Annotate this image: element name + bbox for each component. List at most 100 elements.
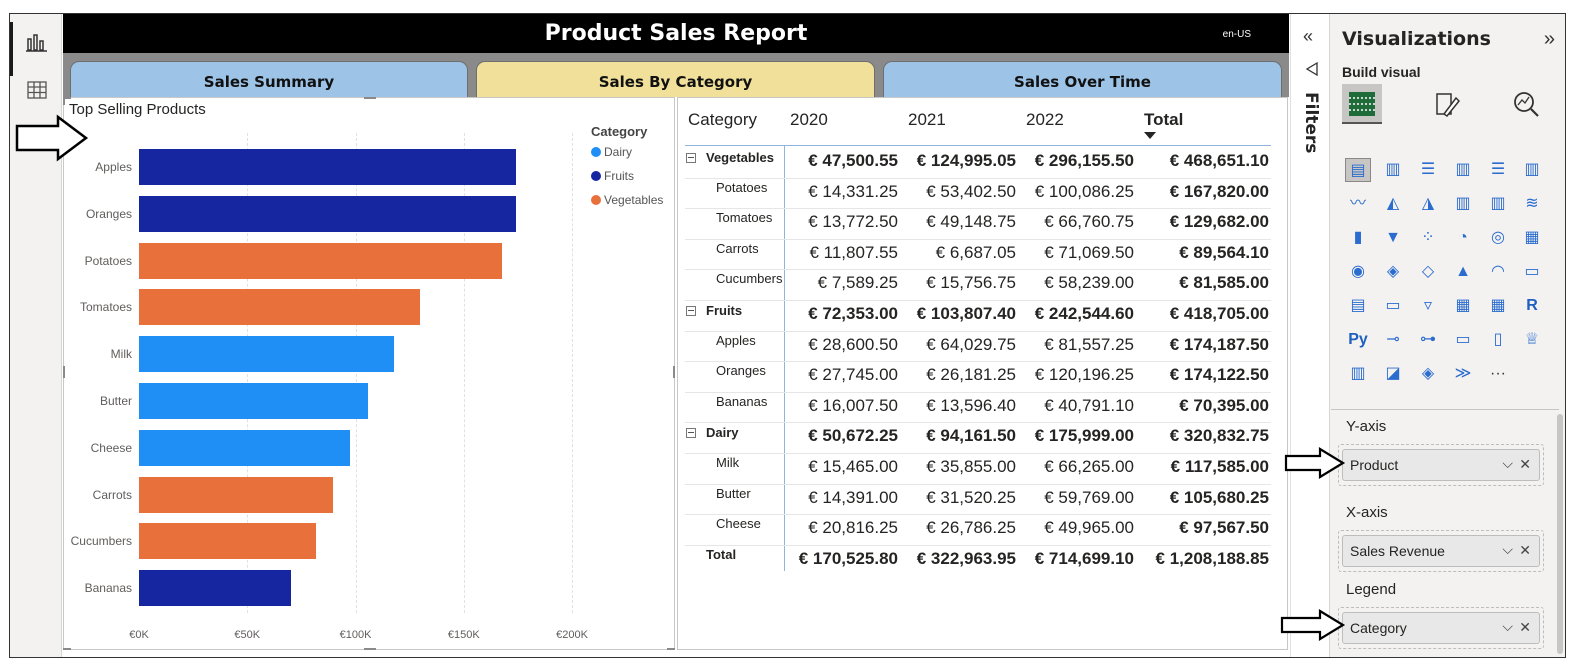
scatter-chart-icon[interactable]: ⁘ <box>1421 229 1435 246</box>
chevron-down-icon[interactable]: ⌵ <box>1502 455 1513 471</box>
bar-oranges[interactable] <box>139 195 516 232</box>
table-view-icon[interactable] <box>25 78 49 102</box>
matrix-cell[interactable]: € 322,963.95 <box>916 548 1016 568</box>
waterfall-chart-icon[interactable]: ▮ <box>1353 229 1363 246</box>
stacked-bar-chart-icon[interactable]: ▤ <box>1345 158 1371 182</box>
azure-map-icon[interactable]: ▲ <box>1455 263 1471 280</box>
more-options-icon[interactable]: ··· <box>1490 365 1506 382</box>
pie-chart-icon[interactable]: ◔ <box>1458 229 1468 246</box>
row-header-tomatoes[interactable]: Tomatoes <box>716 210 773 226</box>
chevron-down-icon[interactable]: ⌵ <box>1502 541 1513 557</box>
matrix-cell[interactable]: € 35,855.00 <box>926 457 1016 476</box>
funnel-chart-icon[interactable]: ▼ <box>1385 229 1401 246</box>
matrix-cell[interactable]: € 49,148.75 <box>926 212 1016 232</box>
resize-handle[interactable] <box>63 366 65 378</box>
matrix-cell[interactable]: € 50,672.25 <box>808 426 898 446</box>
matrix-cell[interactable]: € 14,391.00 <box>808 487 898 507</box>
matrix-cell[interactable]: € 15,756.75 <box>926 273 1016 293</box>
line-and-clustered-column-icon[interactable]: ▥ <box>1490 195 1506 212</box>
table-icon[interactable]: ▦ <box>1455 297 1471 314</box>
matrix-cell[interactable]: € 174,187.50 <box>1169 334 1269 354</box>
matrix-cell[interactable]: € 124,995.05 <box>916 151 1016 170</box>
matrix-cell[interactable]: € 97,567.50 <box>1179 518 1269 538</box>
expand-chevron-icon[interactable]: » <box>1543 28 1555 50</box>
clustered-bar-chart-icon[interactable]: ☰ <box>1420 161 1436 178</box>
matrix-cell[interactable]: € 89,564.10 <box>1179 242 1269 262</box>
matrix-header-category[interactable]: Category <box>688 110 757 129</box>
smart-narrative-icon[interactable]: ▯ <box>1493 331 1503 348</box>
row-header-dairy[interactable]: Dairy <box>706 425 739 441</box>
row-header-milk[interactable]: Milk <box>716 455 740 470</box>
matrix-cell[interactable]: € 49,965.00 <box>1044 518 1134 538</box>
matrix-cell[interactable]: € 58,239.00 <box>1044 273 1134 293</box>
gauge-icon[interactable]: ◠ <box>1491 263 1505 280</box>
resize-handle[interactable] <box>63 648 71 650</box>
report-view-icon[interactable] <box>25 30 49 54</box>
filters-pane-collapsed[interactable]: « Filters <box>1290 14 1328 657</box>
matrix-cell[interactable]: € 242,544.60 <box>1034 304 1134 323</box>
matrix-cell[interactable]: € 16,007.50 <box>808 395 898 415</box>
matrix-cell[interactable]: € 1,208,188.85 <box>1155 548 1269 568</box>
remove-field-icon[interactable]: ✕ <box>1519 542 1531 558</box>
matrix-header-total[interactable]: Total <box>1144 110 1184 129</box>
row-header-cucumbers[interactable]: Cucumbers <box>716 271 783 287</box>
area-chart-icon[interactable]: ◭ <box>1386 195 1400 212</box>
matrix-cell[interactable]: € 47,500.55 <box>808 151 898 170</box>
matrix-cell[interactable]: € 81,557.25 <box>1044 334 1134 354</box>
matrix-cell[interactable]: € 296,155.50 <box>1034 151 1134 170</box>
more-visuals-icon[interactable]: ≫ <box>1454 365 1472 382</box>
remove-field-icon[interactable]: ✕ <box>1519 456 1531 472</box>
matrix-cell[interactable]: € 72,353.00 <box>808 304 898 323</box>
matrix-header-2022[interactable]: 2022 <box>1026 110 1064 129</box>
matrix-cell[interactable]: € 105,680.25 <box>1169 487 1269 507</box>
matrix-header-2020[interactable]: 2020 <box>790 110 828 129</box>
shape-map-icon[interactable]: ◇ <box>1421 263 1435 280</box>
remove-field-icon[interactable]: ✕ <box>1519 619 1531 635</box>
matrix-cell[interactable]: € 26,786.25 <box>926 518 1016 538</box>
matrix-cell[interactable]: € 120,196.25 <box>1034 365 1134 385</box>
matrix-cell[interactable]: € 170,525.80 <box>798 548 898 568</box>
r-visual-icon[interactable]: R <box>1526 297 1538 314</box>
stacked-area-chart-icon[interactable]: ◮ <box>1421 195 1435 212</box>
matrix-icon[interactable]: ▦ <box>1490 297 1506 314</box>
field-pill[interactable]: Product ⌵ ✕ <box>1342 449 1540 481</box>
resize-handle[interactable] <box>667 648 675 650</box>
row-header-oranges[interactable]: Oranges <box>716 363 766 379</box>
100-stacked-bar-chart-icon[interactable]: ☰ <box>1490 161 1506 178</box>
matrix-cell[interactable]: € 13,596.40 <box>926 395 1016 415</box>
chevron-down-icon[interactable]: ⌵ <box>1502 618 1513 634</box>
filled-map-icon[interactable]: ◈ <box>1386 263 1400 280</box>
resize-handle[interactable] <box>364 648 376 650</box>
row-header-cheese[interactable]: Cheese <box>716 516 761 532</box>
key-influencers-icon[interactable]: ⊸ <box>1386 331 1400 348</box>
matrix-cell[interactable]: € 26,181.25 <box>926 365 1016 385</box>
field-pill[interactable]: Sales Revenue ⌵ ✕ <box>1342 535 1540 567</box>
trophy-icon[interactable]: ♕ <box>1524 331 1540 348</box>
decomposition-tree-icon[interactable]: ⊶ <box>1420 331 1436 348</box>
resize-handle[interactable] <box>364 97 376 99</box>
100-stacked-column-chart-icon[interactable]: ▥ <box>1524 161 1540 178</box>
matrix-cell[interactable]: € 40,791.10 <box>1044 395 1134 415</box>
clustered-column-chart-icon[interactable]: ▥ <box>1455 161 1471 178</box>
row-header-apples[interactable]: Apples <box>716 332 756 348</box>
matrix-cell[interactable]: € 6,687.05 <box>935 242 1016 262</box>
format-visual-mode-button[interactable] <box>1426 84 1466 124</box>
row-header-fruits[interactable]: Fruits <box>706 303 743 318</box>
bar-butter[interactable] <box>139 383 368 419</box>
matrix-cell[interactable]: € 94,161.50 <box>926 426 1016 446</box>
field-well-legend[interactable]: Category ⌵ ✕ <box>1338 607 1544 649</box>
top-selling-products-chart[interactable]: Top Selling Products Category Dairy Frui… <box>63 97 675 650</box>
map-icon[interactable]: ◉ <box>1351 263 1365 280</box>
row-header-butter[interactable]: Butter <box>716 485 751 501</box>
matrix-cell[interactable]: € 468,651.10 <box>1169 151 1269 170</box>
row-header-vegetables[interactable]: Vegetables <box>706 150 774 165</box>
matrix-cell[interactable]: € 167,820.00 <box>1169 181 1269 201</box>
power-automate-icon[interactable]: ◈ <box>1421 365 1435 382</box>
bar-tomatoes[interactable] <box>139 289 420 326</box>
collapse-row-icon[interactable] <box>686 428 696 439</box>
stacked-column-chart-icon[interactable]: ▥ <box>1385 161 1401 178</box>
matrix-cell[interactable]: € 66,760.75 <box>1044 212 1134 232</box>
collapse-row-icon[interactable] <box>686 306 696 316</box>
matrix-cell[interactable]: € 71,069.50 <box>1044 242 1134 262</box>
bar-cucumbers[interactable] <box>139 523 316 560</box>
